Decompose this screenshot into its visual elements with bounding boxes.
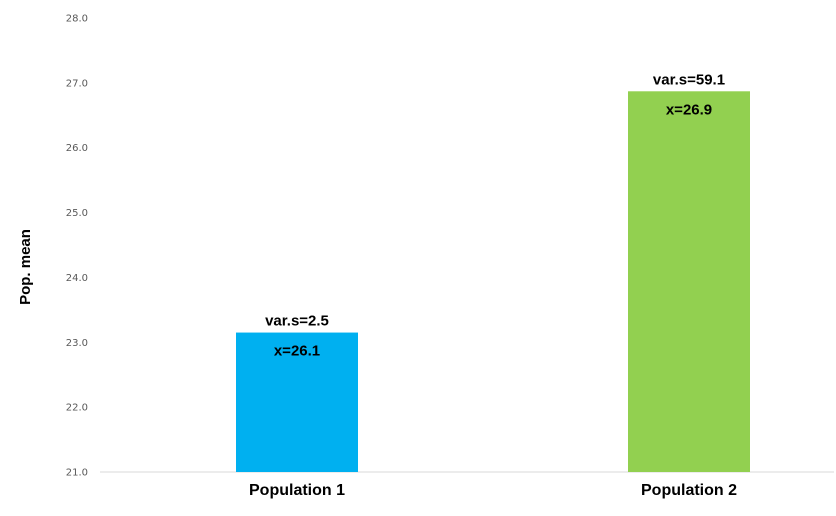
bar-1 bbox=[236, 332, 358, 472]
bar-2 bbox=[628, 91, 750, 472]
bars bbox=[236, 91, 750, 472]
y-tick-label: 21.0 bbox=[66, 468, 88, 479]
category-labels: Population 1 Population 2 bbox=[249, 482, 737, 499]
y-axis-ticks: 21.0 22.0 23.0 24.0 25.0 26.0 27.0 28.0 bbox=[66, 14, 88, 479]
y-tick-label: 25.0 bbox=[66, 208, 88, 219]
variance-label: var.s=59.1 bbox=[653, 71, 725, 88]
variance-label: var.s=2.5 bbox=[265, 313, 329, 330]
category-label: Population 1 bbox=[249, 482, 345, 499]
y-tick-label: 24.0 bbox=[66, 273, 88, 284]
y-tick-label: 27.0 bbox=[66, 78, 88, 89]
mean-label: x=26.9 bbox=[666, 101, 712, 118]
y-tick-label: 22.0 bbox=[66, 403, 88, 414]
bar-annotations: var.s=2.5 x=26.1 var.s=59.1 x=26.9 bbox=[265, 71, 725, 359]
y-tick-label: 23.0 bbox=[66, 338, 88, 349]
y-tick-label: 28.0 bbox=[66, 14, 88, 25]
y-axis-label: Pop. mean bbox=[17, 229, 34, 305]
category-label: Population 2 bbox=[641, 482, 737, 499]
y-tick-label: 26.0 bbox=[66, 143, 88, 154]
mean-label: x=26.1 bbox=[274, 343, 320, 360]
